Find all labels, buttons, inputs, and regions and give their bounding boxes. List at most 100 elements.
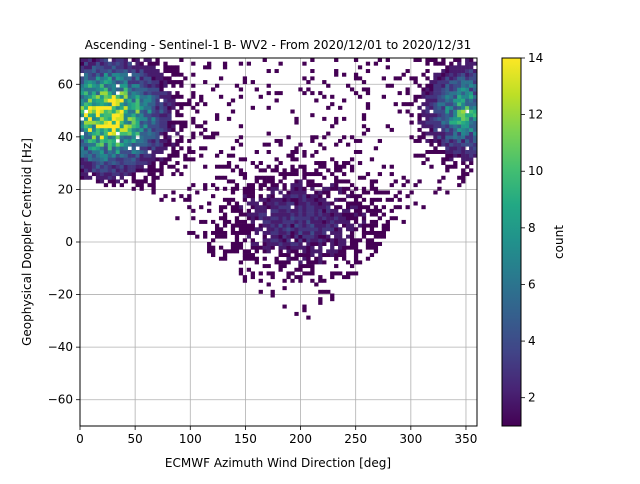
y-tick-label: −40 xyxy=(48,340,73,354)
heatmap-cell xyxy=(127,94,132,99)
heatmap-cell xyxy=(302,219,307,224)
heatmap-cell xyxy=(119,105,124,110)
heatmap-cell xyxy=(163,146,168,151)
heatmap-cell xyxy=(238,223,244,228)
heatmap-cell xyxy=(207,61,212,66)
heatmap-cell xyxy=(226,161,232,166)
heatmap-cell xyxy=(175,113,180,118)
heatmap-cell xyxy=(115,109,120,114)
heatmap-cell xyxy=(310,278,315,283)
heatmap-cell xyxy=(433,72,438,77)
heatmap-cell xyxy=(361,212,367,217)
heatmap-cell xyxy=(298,242,303,246)
heatmap-cell xyxy=(334,227,339,232)
heatmap-cell xyxy=(234,83,240,88)
heatmap-cell xyxy=(449,69,454,74)
heatmap-cell xyxy=(294,230,299,235)
heatmap-cell xyxy=(334,179,339,184)
heatmap-cell xyxy=(262,142,267,147)
heatmap-cell xyxy=(103,153,109,158)
heatmap-cell xyxy=(469,161,474,166)
heatmap-cell xyxy=(302,205,307,210)
heatmap-cell xyxy=(83,131,89,136)
heatmap-cell xyxy=(119,116,124,121)
heatmap-cell xyxy=(469,76,474,81)
heatmap-cell xyxy=(171,142,176,147)
heatmap-cell xyxy=(266,197,271,202)
heatmap-cell xyxy=(278,260,283,265)
heatmap-cell xyxy=(159,76,164,81)
heatmap-cell xyxy=(87,150,93,154)
heatmap-cell xyxy=(143,124,148,129)
heatmap-cell xyxy=(465,116,470,121)
heatmap-cell xyxy=(465,135,470,140)
heatmap-cell xyxy=(103,142,109,147)
heatmap-cell xyxy=(80,87,85,92)
heatmap-cell xyxy=(91,164,97,169)
heatmap-cell xyxy=(357,238,363,243)
heatmap-cell xyxy=(155,150,160,154)
heatmap-cell xyxy=(342,253,347,258)
heatmap-cell xyxy=(175,168,180,173)
heatmap-cell xyxy=(207,242,212,246)
heatmap-cell xyxy=(286,194,291,199)
heatmap-cell xyxy=(183,102,188,107)
heatmap-cell xyxy=(111,161,117,166)
heatmap-cell xyxy=(103,135,109,140)
heatmap-cell xyxy=(322,186,327,191)
heatmap-cell xyxy=(87,175,93,180)
heatmap-cell xyxy=(87,168,93,173)
heatmap-cell xyxy=(445,69,450,74)
heatmap-cell xyxy=(342,216,347,221)
heatmap-cell xyxy=(290,230,295,235)
heatmap-cell xyxy=(310,260,315,265)
heatmap-cell xyxy=(171,65,176,70)
heatmap-cell xyxy=(449,164,454,169)
heatmap-cell xyxy=(111,58,117,62)
heatmap-cell xyxy=(187,230,192,235)
heatmap-cell xyxy=(111,175,117,180)
heatmap-cell xyxy=(318,91,323,96)
heatmap-cell xyxy=(338,249,343,254)
heatmap-cell xyxy=(163,157,168,162)
heatmap-cell xyxy=(461,175,466,180)
heatmap-cell xyxy=(87,127,93,132)
heatmap-cell xyxy=(123,98,128,103)
heatmap-cell xyxy=(103,183,109,188)
heatmap-cell xyxy=(151,98,156,103)
heatmap-cell xyxy=(115,157,120,162)
heatmap-cell xyxy=(365,105,371,110)
heatmap-cell xyxy=(103,76,109,81)
heatmap-cell xyxy=(119,161,124,166)
heatmap-cell xyxy=(437,61,442,66)
heatmap-cell xyxy=(270,293,275,298)
heatmap-cell xyxy=(119,80,124,85)
heatmap-cell xyxy=(258,245,263,250)
heatmap-cell xyxy=(302,91,307,96)
heatmap-cell xyxy=(314,172,319,177)
heatmap-cell xyxy=(361,175,367,180)
heatmap-cell xyxy=(469,105,474,110)
heatmap-cell xyxy=(282,238,287,243)
heatmap-cell xyxy=(310,138,315,143)
heatmap-cell xyxy=(262,208,267,213)
y-tick-label: 40 xyxy=(58,130,73,144)
heatmap-cell xyxy=(254,260,259,265)
heatmap-cell xyxy=(218,256,224,261)
heatmap-cell xyxy=(290,245,295,250)
heatmap-cell xyxy=(195,102,200,107)
heatmap-cell xyxy=(127,131,132,136)
heatmap-cell xyxy=(80,98,85,103)
heatmap-cell xyxy=(369,201,375,206)
heatmap-cell xyxy=(258,175,263,180)
heatmap-cell xyxy=(417,179,422,184)
heatmap-cell xyxy=(131,105,136,110)
heatmap-cell xyxy=(294,267,299,272)
heatmap-cell xyxy=(83,172,89,177)
heatmap-cell xyxy=(135,98,140,103)
heatmap-cell xyxy=(326,253,331,258)
heatmap-cell xyxy=(461,142,466,147)
heatmap-cell xyxy=(191,83,196,88)
heatmap-cell xyxy=(230,227,236,232)
